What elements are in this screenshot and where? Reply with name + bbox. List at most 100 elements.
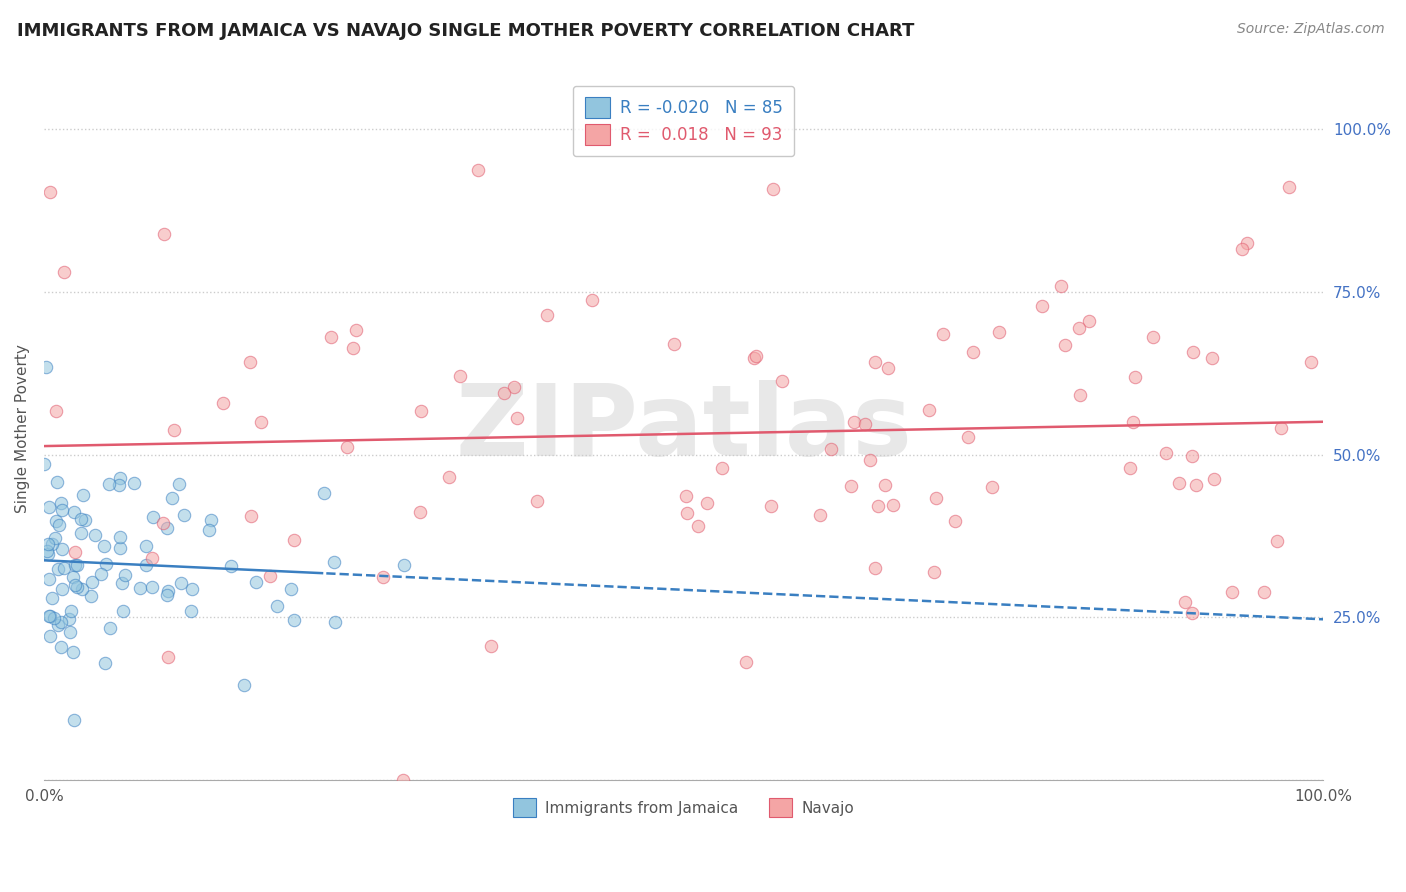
Point bbox=[319, 330, 342, 344]
Point bbox=[69, 512, 91, 526]
Point bbox=[735, 655, 758, 669]
Point bbox=[59, 624, 82, 639]
Text: Source: ZipAtlas.com: Source: ZipAtlas.com bbox=[1237, 22, 1385, 37]
Point bbox=[51, 582, 73, 596]
Point bbox=[62, 645, 84, 659]
Point bbox=[479, 639, 502, 653]
Point bbox=[49, 496, 72, 510]
Point bbox=[38, 500, 60, 514]
Point bbox=[1265, 533, 1288, 548]
Point bbox=[38, 572, 60, 586]
Point bbox=[94, 557, 117, 571]
Point bbox=[526, 494, 548, 508]
Point bbox=[710, 460, 733, 475]
Point bbox=[46, 561, 69, 575]
Point bbox=[1167, 476, 1189, 491]
Point bbox=[314, 486, 336, 500]
Point bbox=[108, 541, 131, 555]
Point bbox=[39, 608, 62, 623]
Point bbox=[239, 508, 262, 523]
Point bbox=[48, 517, 70, 532]
Point bbox=[80, 589, 103, 603]
Point bbox=[110, 470, 132, 484]
Point bbox=[841, 479, 863, 493]
Point bbox=[73, 513, 96, 527]
Point bbox=[128, 582, 150, 596]
Point bbox=[1230, 242, 1253, 256]
Point bbox=[344, 322, 367, 336]
Point bbox=[866, 500, 889, 514]
Point bbox=[280, 582, 302, 596]
Point bbox=[63, 558, 86, 573]
Point bbox=[662, 337, 685, 351]
Point bbox=[38, 608, 60, 623]
Point bbox=[1156, 446, 1178, 460]
Point bbox=[1299, 355, 1322, 369]
Point bbox=[42, 610, 65, 624]
Point bbox=[742, 351, 765, 365]
Point bbox=[157, 650, 180, 665]
Point bbox=[111, 576, 134, 591]
Point bbox=[52, 265, 75, 279]
Point bbox=[51, 542, 73, 557]
Point bbox=[1181, 450, 1204, 464]
Point bbox=[323, 555, 346, 569]
Point bbox=[142, 509, 165, 524]
Point bbox=[98, 621, 121, 635]
Point bbox=[63, 504, 86, 518]
Point bbox=[141, 550, 163, 565]
Point bbox=[152, 227, 174, 242]
Point bbox=[45, 514, 67, 528]
Point bbox=[266, 599, 288, 613]
Point bbox=[35, 544, 58, 558]
Point bbox=[97, 476, 120, 491]
Point bbox=[58, 612, 80, 626]
Point bbox=[408, 506, 430, 520]
Text: IMMIGRANTS FROM JAMAICA VS NAVAJO SINGLE MOTHER POVERTY CORRELATION CHART: IMMIGRANTS FROM JAMAICA VS NAVAJO SINGLE… bbox=[17, 22, 914, 40]
Point bbox=[70, 582, 93, 597]
Point bbox=[865, 354, 887, 368]
Point bbox=[842, 415, 865, 429]
Point bbox=[675, 489, 697, 503]
Point bbox=[52, 561, 75, 575]
Point bbox=[160, 491, 183, 505]
Point bbox=[259, 569, 281, 583]
Point bbox=[1123, 370, 1146, 384]
Point bbox=[66, 580, 89, 594]
Point bbox=[1204, 472, 1226, 486]
Point bbox=[980, 479, 1002, 493]
Point bbox=[1142, 330, 1164, 344]
Point bbox=[336, 440, 359, 454]
Point bbox=[49, 640, 72, 655]
Point bbox=[72, 488, 94, 502]
Point bbox=[163, 423, 186, 437]
Point bbox=[467, 163, 489, 178]
Point bbox=[409, 404, 432, 418]
Point bbox=[745, 350, 768, 364]
Point bbox=[342, 341, 364, 355]
Point bbox=[392, 772, 415, 787]
Point bbox=[90, 567, 112, 582]
Point bbox=[394, 558, 416, 572]
Point bbox=[1069, 320, 1091, 334]
Point bbox=[34, 359, 56, 374]
Point bbox=[1220, 585, 1243, 599]
Point bbox=[1119, 460, 1142, 475]
Y-axis label: Single Mother Poverty: Single Mother Poverty bbox=[15, 344, 30, 513]
Point bbox=[219, 559, 242, 574]
Point bbox=[34, 457, 56, 471]
Point bbox=[1270, 420, 1292, 434]
Point bbox=[931, 327, 953, 342]
Point bbox=[180, 604, 202, 618]
Point bbox=[108, 530, 131, 544]
Point bbox=[962, 345, 984, 359]
Point bbox=[943, 514, 966, 528]
Legend: Immigrants from Jamaica, Navajo: Immigrants from Jamaica, Navajo bbox=[506, 790, 862, 824]
Text: ZIPatlas: ZIPatlas bbox=[456, 380, 912, 477]
Point bbox=[111, 604, 134, 618]
Point bbox=[853, 417, 876, 431]
Point bbox=[1236, 236, 1258, 251]
Point bbox=[212, 396, 235, 410]
Point bbox=[135, 558, 157, 572]
Point bbox=[198, 523, 221, 537]
